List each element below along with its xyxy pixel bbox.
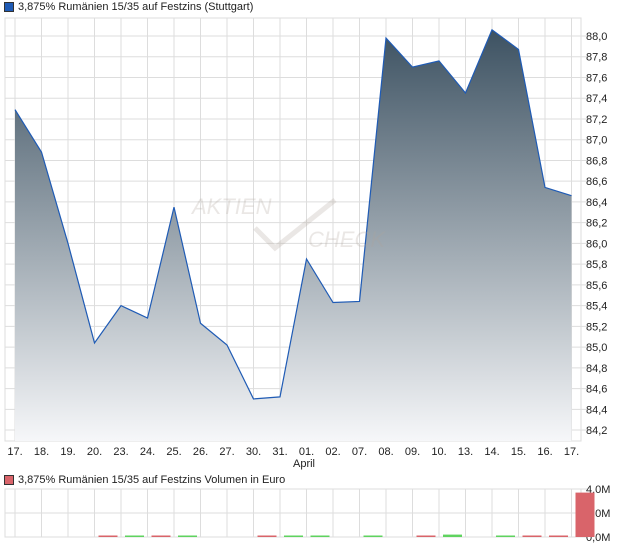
volume-bar	[549, 535, 568, 537]
y-tick-label: 88,0	[586, 31, 607, 43]
y-tick-label: 87,8	[586, 52, 607, 64]
x-tick-label: 25.	[166, 446, 181, 458]
volume-legend-label: 3,875% Rumänien 15/35 auf Festzins Volum…	[18, 474, 286, 486]
x-tick-label: 01.	[299, 446, 314, 458]
svg-text:CHECK: CHECK	[308, 227, 386, 252]
price-area	[15, 29, 572, 441]
y-tick-label: 84,2	[586, 425, 607, 437]
legend-swatch	[4, 2, 14, 12]
x-tick-label: 15.	[511, 446, 526, 458]
y-tick-label: 86,2	[586, 218, 607, 230]
y-tick-label: 85,4	[586, 301, 607, 313]
x-tick-label: 02.	[325, 446, 340, 458]
price-legend: 3,875% Rumänien 15/35 auf Festzins (Stut…	[4, 1, 253, 13]
y-tick-label: 85,2	[586, 321, 607, 333]
volume-bar	[125, 535, 144, 537]
x-tick-label: 17.	[564, 446, 579, 458]
price-line	[14, 28, 572, 400]
volume-bar	[443, 534, 462, 537]
x-tick-label: 08.	[378, 446, 393, 458]
volume-bar	[575, 492, 595, 537]
month-label: April	[293, 458, 315, 470]
y-tick-label: 85,0	[586, 342, 607, 354]
volume-bar	[522, 535, 542, 537]
x-tick-label: 20.	[87, 446, 102, 458]
x-tick-label: 09.	[405, 446, 420, 458]
y-tick-label: 87,0	[586, 135, 607, 147]
x-tick-label: 14.	[484, 446, 499, 458]
watermark-logo: AKTIEN CHECK	[190, 194, 386, 252]
y-tick-label: 85,6	[586, 280, 607, 292]
volume-bar	[416, 535, 436, 537]
y-tick-label: 87,4	[586, 93, 607, 105]
volume-bar	[496, 535, 515, 537]
x-tick-label: 16.	[537, 446, 552, 458]
volume-bar	[98, 535, 118, 537]
y-tick-label: 87,6	[586, 72, 607, 84]
y-tick-label: 84,8	[586, 363, 607, 375]
y-tick-label: 86,6	[586, 176, 607, 188]
y-tick-label: 86,8	[586, 155, 607, 167]
x-tick-label: 26.	[193, 446, 208, 458]
volume-legend: 3,875% Rumänien 15/35 auf Festzins Volum…	[4, 474, 285, 486]
volume-bar	[363, 535, 383, 537]
volume-bar	[151, 535, 171, 537]
x-tick-label: 27.	[219, 446, 234, 458]
y-tick-label: 86,4	[586, 197, 607, 209]
x-tick-label: 13.	[458, 446, 473, 458]
volume-bar	[310, 535, 330, 537]
x-tick-label: 23.	[113, 446, 128, 458]
volume-bar	[257, 535, 277, 537]
x-tick-label: 07.	[352, 446, 367, 458]
volume-bar	[178, 535, 197, 537]
price-legend-label: 3,875% Rumänien 15/35 auf Festzins (Stut…	[18, 1, 254, 13]
x-tick-label: 30.	[246, 446, 261, 458]
x-tick-label: 18.	[34, 446, 49, 458]
x-tick-label: 10.	[431, 446, 446, 458]
y-tick-label: 86,0	[586, 238, 607, 250]
x-tick-label: 17.	[7, 446, 22, 458]
y-tick-label: 85,8	[586, 259, 607, 271]
y-tick-label: 84,6	[586, 384, 607, 396]
x-tick-label: 19.	[60, 446, 75, 458]
x-tick-label: 24.	[140, 446, 155, 458]
y-tick-label: 87,2	[586, 114, 607, 126]
volume-bar	[284, 535, 303, 537]
legend-swatch	[4, 475, 14, 485]
x-tick-label: 31.	[272, 446, 287, 458]
svg-text:AKTIEN: AKTIEN	[190, 194, 272, 219]
y-tick-label: 84,4	[586, 404, 607, 416]
